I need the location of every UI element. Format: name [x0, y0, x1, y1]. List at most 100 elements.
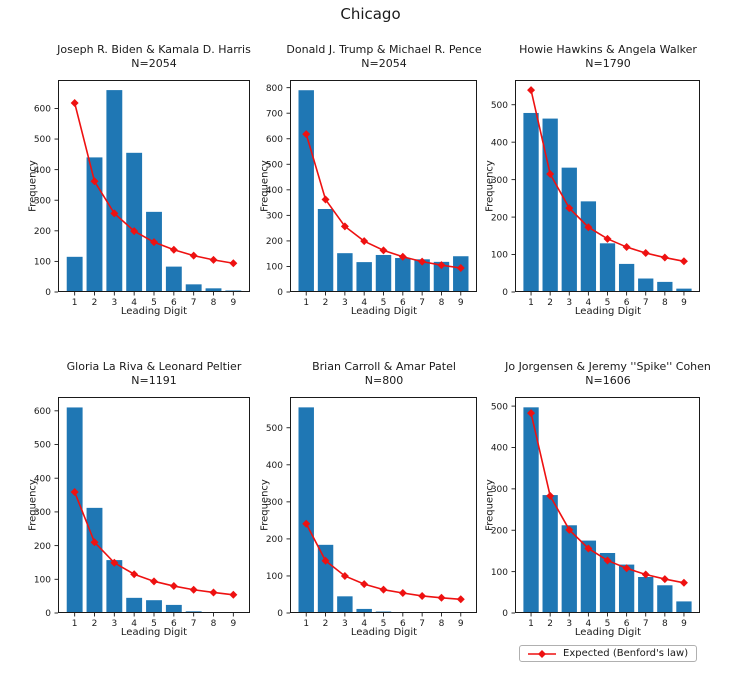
svg-text:8: 8: [662, 619, 668, 629]
svg-text:5: 5: [605, 298, 611, 308]
svg-text:300: 300: [266, 212, 283, 222]
svg-text:4: 4: [131, 619, 137, 629]
figure-title: Chicago: [340, 5, 401, 23]
svg-text:5: 5: [381, 619, 387, 629]
svg-text:4: 4: [131, 298, 137, 308]
y-axis-label: Frequency: [259, 479, 271, 531]
svg-text:400: 400: [34, 166, 51, 176]
svg-text:700: 700: [266, 109, 283, 119]
svg-text:100: 100: [266, 572, 283, 582]
y-axis-label: Frequency: [27, 160, 39, 212]
svg-text:500: 500: [34, 135, 51, 145]
svg-text:6: 6: [171, 619, 177, 629]
y-axis-label: Frequency: [259, 160, 271, 212]
x-axis-label: Leading Digit: [120, 627, 188, 638]
svg-text:600: 600: [34, 105, 51, 115]
subplot-title-block: Joseph R. Biden & Kamala D. Harris N=205…: [57, 43, 251, 71]
subplot-title-block: Donald J. Trump & Michael R. Pence N=205…: [286, 43, 481, 71]
svg-text:6: 6: [400, 619, 406, 629]
subplot-title: Donald J. Trump & Michael R. Pence: [286, 43, 482, 56]
svg-text:1: 1: [72, 619, 78, 629]
axes-plot: 0 100 200 300 400 500 600 1 2 3 4 5 6 7 8 9: [34, 80, 250, 308]
svg-text:3: 3: [111, 619, 117, 629]
svg-text:500: 500: [34, 441, 51, 451]
svg-text:9: 9: [681, 298, 687, 308]
svg-text:6: 6: [624, 298, 630, 308]
svg-text:6: 6: [400, 298, 406, 308]
svg-text:400: 400: [266, 186, 283, 196]
svg-text:8: 8: [211, 298, 217, 308]
svg-text:8: 8: [662, 298, 668, 308]
svg-text:9: 9: [681, 619, 687, 629]
svg-text:3: 3: [342, 298, 348, 308]
svg-text:9: 9: [458, 298, 464, 308]
x-axis-label: Leading Digit: [574, 306, 642, 317]
svg-text:1: 1: [528, 619, 534, 629]
svg-text:7: 7: [191, 298, 197, 308]
svg-text:8: 8: [439, 298, 445, 308]
svg-text:2: 2: [92, 298, 98, 308]
svg-text:7: 7: [643, 298, 649, 308]
x-axis-label: Leading Digit: [350, 627, 418, 638]
svg-text:200: 200: [491, 526, 508, 536]
subplot-n-label: N=2054: [361, 57, 407, 70]
svg-text:100: 100: [34, 576, 51, 586]
svg-text:5: 5: [151, 298, 157, 308]
x-axis-label: Leading Digit: [574, 627, 642, 638]
svg-text:400: 400: [491, 138, 508, 148]
svg-text:500: 500: [266, 424, 283, 434]
svg-text:300: 300: [491, 485, 508, 495]
svg-text:1: 1: [303, 298, 309, 308]
svg-text:200: 200: [266, 535, 283, 545]
svg-text:6: 6: [624, 619, 630, 629]
svg-text:4: 4: [361, 298, 367, 308]
svg-text:600: 600: [34, 407, 51, 417]
subplot-title-block: Howie Hawkins & Angela Walker N=1790: [519, 43, 697, 71]
svg-text:9: 9: [230, 298, 236, 308]
svg-text:200: 200: [34, 542, 51, 552]
subplot-title-block: Jo Jorgensen & Jeremy ''Spike'' Cohen N=…: [505, 360, 711, 388]
svg-text:600: 600: [266, 135, 283, 145]
svg-text:300: 300: [34, 508, 51, 518]
svg-text:400: 400: [266, 461, 283, 471]
svg-text:1: 1: [72, 298, 78, 308]
svg-text:1: 1: [528, 298, 534, 308]
axes-plot: 0 100 200 300 400 500 1 2 3 4 5 6 7 8 9: [491, 80, 700, 308]
legend-label: Expected (Benford's law): [563, 648, 689, 659]
y-axis-label: Frequency: [27, 479, 39, 531]
svg-text:9: 9: [230, 619, 236, 629]
svg-text:4: 4: [361, 619, 367, 629]
x-axis-label: Leading Digit: [120, 306, 188, 317]
svg-text:500: 500: [491, 402, 508, 412]
svg-text:800: 800: [266, 84, 283, 94]
svg-text:2: 2: [547, 619, 553, 629]
svg-text:2: 2: [323, 298, 329, 308]
svg-text:8: 8: [211, 619, 217, 629]
svg-text:0: 0: [45, 288, 51, 298]
svg-text:200: 200: [266, 237, 283, 247]
subplot-title: Jo Jorgensen & Jeremy ''Spike'' Cohen: [505, 360, 711, 373]
axes-plot: 0 100 200 300 400 500 1 2 3 4 5 6 7 8 9: [491, 397, 700, 629]
subplot-n-label: N=1606: [585, 374, 631, 387]
svg-text:300: 300: [266, 498, 283, 508]
svg-text:7: 7: [419, 298, 425, 308]
svg-text:3: 3: [566, 298, 572, 308]
svg-text:0: 0: [277, 609, 283, 619]
svg-text:9: 9: [458, 619, 464, 629]
axes-plot: 0 100 200 300 400 500 600 1 2 3 4 5 6 7 8 9: [34, 397, 250, 629]
svg-text:2: 2: [547, 298, 553, 308]
svg-text:1: 1: [303, 619, 309, 629]
axes-plot: 0 100 200 300 400 500 1 2 3 4 5 6 7 8 9: [266, 397, 477, 629]
svg-text:0: 0: [502, 288, 508, 298]
svg-text:7: 7: [191, 619, 197, 629]
svg-text:8: 8: [439, 619, 445, 629]
svg-text:0: 0: [277, 288, 283, 298]
x-axis-label: Leading Digit: [350, 306, 418, 317]
svg-text:5: 5: [605, 619, 611, 629]
svg-text:7: 7: [643, 619, 649, 629]
svg-text:500: 500: [266, 160, 283, 170]
svg-text:200: 200: [34, 227, 51, 237]
svg-text:3: 3: [111, 298, 117, 308]
subplot-title: Gloria La Riva & Leonard Peltier: [66, 360, 242, 373]
